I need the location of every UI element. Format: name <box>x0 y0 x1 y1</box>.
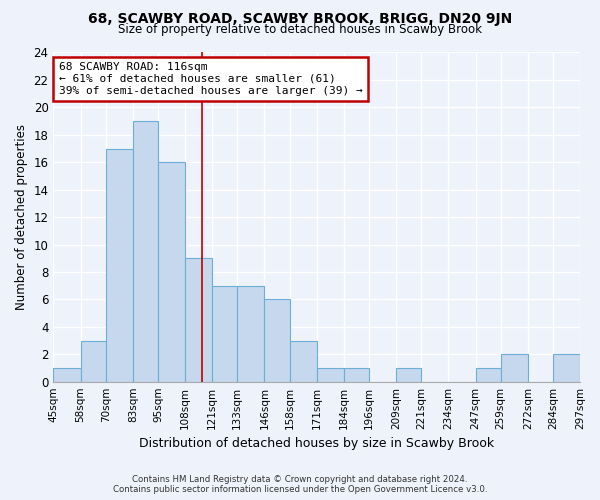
Text: 68 SCAWBY ROAD: 116sqm
← 61% of detached houses are smaller (61)
39% of semi-det: 68 SCAWBY ROAD: 116sqm ← 61% of detached… <box>59 62 362 96</box>
Bar <box>212 286 238 382</box>
Bar <box>238 286 265 382</box>
Bar <box>133 121 158 382</box>
Bar <box>317 368 344 382</box>
Bar <box>265 300 290 382</box>
Bar <box>158 162 185 382</box>
Y-axis label: Number of detached properties: Number of detached properties <box>15 124 28 310</box>
Bar <box>290 340 317 382</box>
Text: Contains HM Land Registry data © Crown copyright and database right 2024.
Contai: Contains HM Land Registry data © Crown c… <box>113 474 487 494</box>
Bar <box>500 354 528 382</box>
Bar <box>553 354 580 382</box>
X-axis label: Distribution of detached houses by size in Scawby Brook: Distribution of detached houses by size … <box>139 437 494 450</box>
Bar <box>185 258 212 382</box>
Text: Size of property relative to detached houses in Scawby Brook: Size of property relative to detached ho… <box>118 22 482 36</box>
Bar <box>80 340 106 382</box>
Bar <box>53 368 80 382</box>
Bar <box>344 368 369 382</box>
Bar <box>476 368 500 382</box>
Text: 68, SCAWBY ROAD, SCAWBY BROOK, BRIGG, DN20 9JN: 68, SCAWBY ROAD, SCAWBY BROOK, BRIGG, DN… <box>88 12 512 26</box>
Bar <box>106 148 133 382</box>
Bar <box>396 368 421 382</box>
